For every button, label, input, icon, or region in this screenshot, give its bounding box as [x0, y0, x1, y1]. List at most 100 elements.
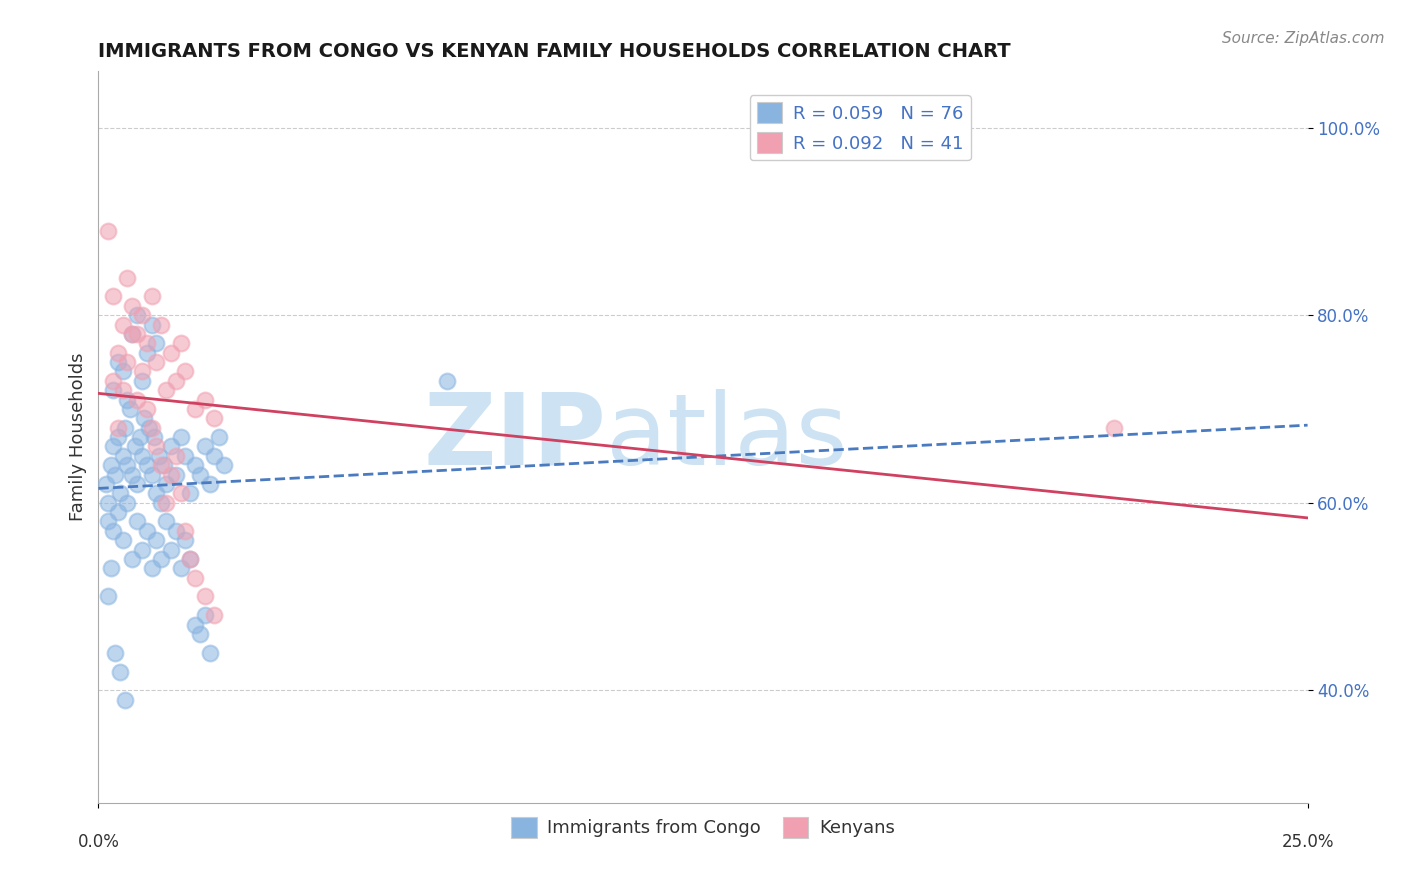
Point — [141, 318, 163, 332]
Point — [117, 355, 139, 369]
Legend: Immigrants from Congo, Kenyans: Immigrants from Congo, Kenyans — [503, 810, 903, 845]
Point — [107, 345, 129, 359]
Point — [145, 355, 167, 369]
Point — [165, 449, 187, 463]
Point — [174, 364, 197, 378]
Point — [111, 318, 134, 332]
Point — [160, 440, 183, 454]
Point — [160, 542, 183, 557]
Point — [1102, 420, 1125, 434]
Point — [148, 449, 170, 463]
Point — [127, 515, 149, 529]
Point — [184, 458, 207, 473]
Text: 0.0%: 0.0% — [77, 833, 120, 851]
Point — [204, 449, 226, 463]
Point — [131, 374, 153, 388]
Point — [108, 665, 131, 679]
Point — [188, 627, 211, 641]
Point — [131, 364, 153, 378]
Point — [165, 467, 187, 482]
Point — [101, 383, 124, 397]
Point — [194, 392, 217, 407]
Point — [131, 449, 153, 463]
Point — [101, 524, 124, 538]
Point — [121, 552, 143, 566]
Point — [114, 692, 136, 706]
Y-axis label: Family Households: Family Households — [69, 353, 87, 521]
Point — [117, 458, 139, 473]
Point — [169, 486, 191, 500]
Point — [155, 496, 177, 510]
Point — [138, 420, 160, 434]
Point — [155, 477, 177, 491]
Point — [145, 440, 167, 454]
Point — [150, 552, 173, 566]
Point — [141, 561, 163, 575]
Point — [114, 420, 136, 434]
Point — [179, 552, 201, 566]
Point — [135, 401, 157, 416]
Point — [179, 552, 201, 566]
Point — [150, 458, 173, 473]
Point — [127, 326, 149, 341]
Point — [121, 326, 143, 341]
Point — [108, 486, 131, 500]
Point — [169, 336, 191, 351]
Point — [111, 449, 134, 463]
Point — [165, 374, 187, 388]
Point — [135, 345, 157, 359]
Point — [127, 392, 149, 407]
Point — [101, 440, 124, 454]
Point — [111, 364, 134, 378]
Point — [174, 524, 197, 538]
Point — [97, 590, 120, 604]
Point — [184, 401, 207, 416]
Point — [131, 542, 153, 557]
Point — [104, 646, 127, 660]
Text: atlas: atlas — [606, 389, 848, 485]
Point — [131, 308, 153, 322]
Point — [135, 458, 157, 473]
Point — [145, 486, 167, 500]
Point — [97, 224, 120, 238]
Point — [143, 430, 166, 444]
Point — [174, 533, 197, 548]
Point — [107, 355, 129, 369]
Point — [204, 411, 226, 425]
Point — [111, 383, 134, 397]
Point — [107, 420, 129, 434]
Point — [101, 374, 124, 388]
Point — [150, 496, 173, 510]
Point — [179, 486, 201, 500]
Point — [160, 467, 183, 482]
Point — [145, 336, 167, 351]
Point — [436, 374, 458, 388]
Point — [155, 383, 177, 397]
Point — [100, 458, 122, 473]
Point — [212, 458, 235, 473]
Point — [141, 467, 163, 482]
Point — [107, 505, 129, 519]
Point — [155, 515, 177, 529]
Point — [127, 477, 149, 491]
Point — [194, 590, 217, 604]
Point — [135, 336, 157, 351]
Point — [101, 289, 124, 303]
Point — [100, 561, 122, 575]
Point — [134, 411, 156, 425]
Point — [184, 617, 207, 632]
Text: IMMIGRANTS FROM CONGO VS KENYAN FAMILY HOUSEHOLDS CORRELATION CHART: IMMIGRANTS FROM CONGO VS KENYAN FAMILY H… — [98, 43, 1011, 62]
Point — [97, 496, 120, 510]
Point — [141, 420, 163, 434]
Point — [135, 524, 157, 538]
Point — [174, 449, 197, 463]
Point — [118, 401, 141, 416]
Point — [104, 467, 127, 482]
Point — [97, 515, 120, 529]
Text: ZIP: ZIP — [423, 389, 606, 485]
Point — [117, 270, 139, 285]
Point — [198, 477, 221, 491]
Point — [165, 524, 187, 538]
Point — [188, 467, 211, 482]
Point — [111, 533, 134, 548]
